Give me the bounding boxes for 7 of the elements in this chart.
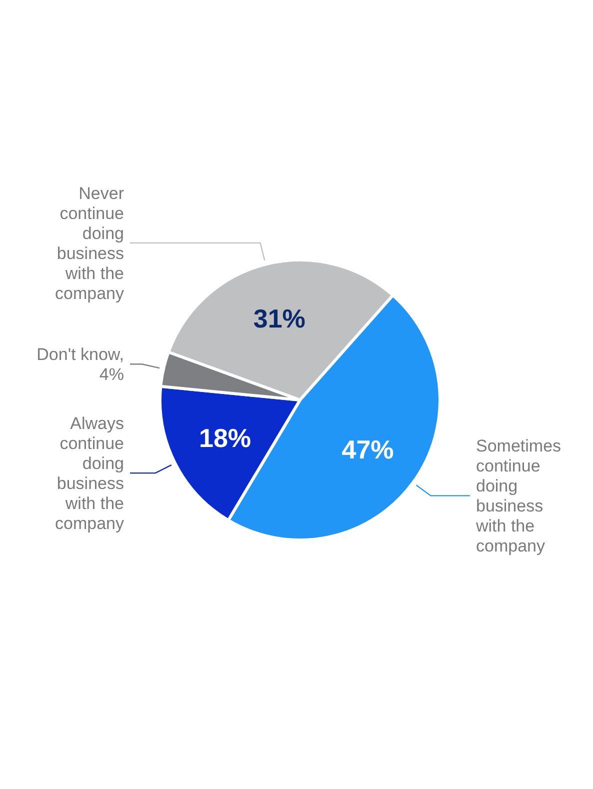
data-label: 18% [199, 422, 252, 453]
data-label: 47% [342, 434, 394, 465]
slice-label: Sometimes continue doing business with the company [475, 436, 562, 556]
slice-label: Always continue doing business with the company [55, 414, 124, 533]
slice-label: Never continue doing business with the company [55, 184, 124, 303]
slice-label: Don't know, 4% [36, 345, 124, 384]
data-label: 31% [253, 304, 306, 334]
